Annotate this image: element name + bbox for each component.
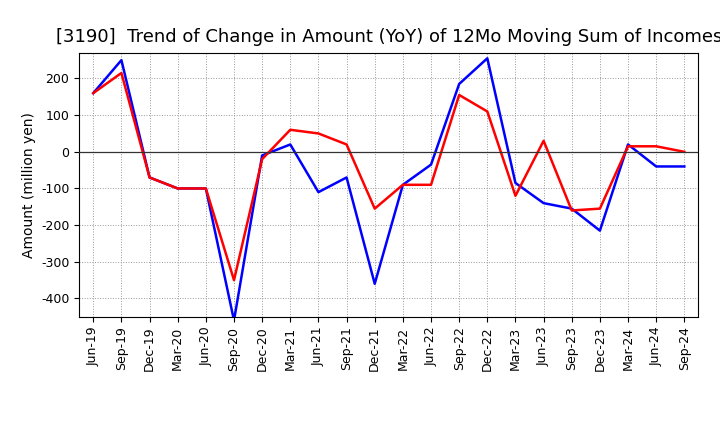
Ordinary Income [230, 318, 238, 323]
Net Income [370, 206, 379, 211]
Y-axis label: Amount (million yen): Amount (million yen) [22, 112, 35, 258]
Net Income [427, 182, 436, 187]
Net Income [89, 91, 98, 96]
Net Income [258, 157, 266, 162]
Ordinary Income [427, 162, 436, 167]
Net Income [145, 175, 154, 180]
Net Income [652, 143, 660, 149]
Title: [3190]  Trend of Change in Amount (YoY) of 12Mo Moving Sum of Incomes: [3190] Trend of Change in Amount (YoY) o… [55, 28, 720, 46]
Ordinary Income [595, 228, 604, 233]
Net Income [314, 131, 323, 136]
Net Income [117, 70, 126, 76]
Net Income [511, 193, 520, 198]
Ordinary Income [680, 164, 688, 169]
Net Income [230, 278, 238, 283]
Net Income [286, 127, 294, 132]
Ordinary Income [399, 182, 408, 187]
Ordinary Income [455, 81, 464, 87]
Ordinary Income [202, 186, 210, 191]
Net Income [539, 138, 548, 143]
Line: Ordinary Income: Ordinary Income [94, 58, 684, 320]
Net Income [567, 208, 576, 213]
Ordinary Income [652, 164, 660, 169]
Ordinary Income [567, 206, 576, 211]
Ordinary Income [145, 175, 154, 180]
Ordinary Income [342, 175, 351, 180]
Ordinary Income [258, 153, 266, 158]
Net Income [202, 186, 210, 191]
Net Income [342, 142, 351, 147]
Ordinary Income [483, 55, 492, 61]
Line: Net Income: Net Income [94, 73, 684, 280]
Ordinary Income [370, 281, 379, 286]
Ordinary Income [174, 186, 182, 191]
Ordinary Income [624, 142, 632, 147]
Ordinary Income [511, 180, 520, 186]
Net Income [595, 206, 604, 211]
Net Income [483, 109, 492, 114]
Ordinary Income [314, 190, 323, 195]
Net Income [455, 92, 464, 98]
Ordinary Income [89, 91, 98, 96]
Ordinary Income [117, 58, 126, 63]
Net Income [624, 143, 632, 149]
Ordinary Income [286, 142, 294, 147]
Ordinary Income [539, 201, 548, 206]
Net Income [174, 186, 182, 191]
Net Income [399, 182, 408, 187]
Net Income [680, 149, 688, 154]
